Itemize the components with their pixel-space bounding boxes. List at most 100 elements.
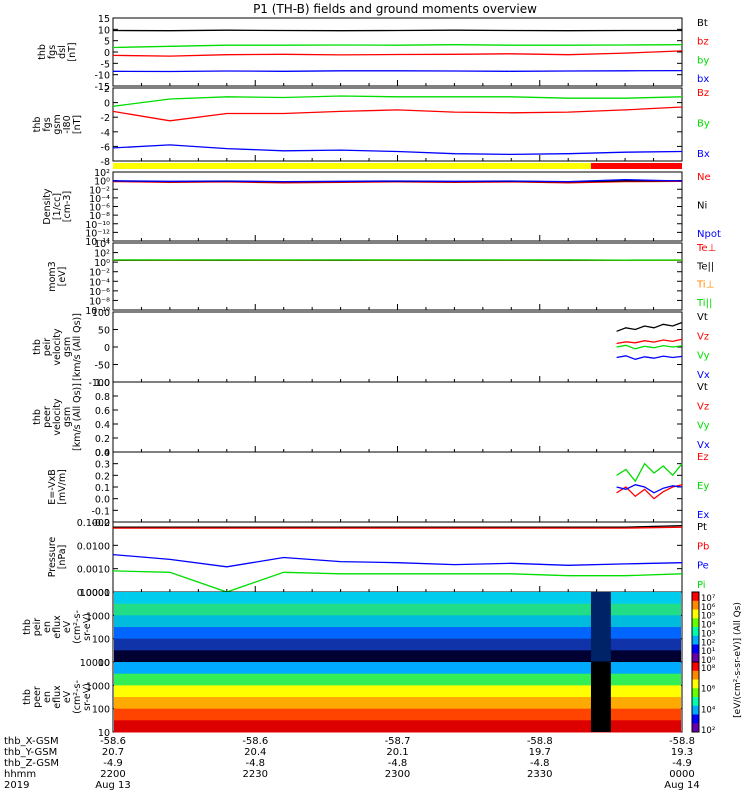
y-tick-label: 10² xyxy=(94,249,110,260)
spectrogram-band xyxy=(114,650,681,663)
y-tick-label: 10⁻¹² xyxy=(85,228,110,239)
colorbar-segment xyxy=(692,635,699,645)
series-line-Pb xyxy=(113,526,683,529)
legend-Pb: Pb xyxy=(697,541,709,552)
y-axis-label: -I80 xyxy=(62,115,73,133)
legend-Bx: Bx xyxy=(697,149,710,160)
y-axis-label: velocity xyxy=(52,328,63,366)
series-line-Vy xyxy=(616,344,683,350)
colorbar-segment xyxy=(692,609,699,619)
legend-Ez: Ez xyxy=(697,452,709,463)
y-tick-label: 1000 xyxy=(86,611,110,622)
axis-row-label: hhmm xyxy=(4,769,36,780)
y-tick-label: 0.2 xyxy=(95,471,110,482)
colorbar-segment xyxy=(692,679,699,689)
spectrogram-band xyxy=(114,720,681,733)
y-tick-label: -5 xyxy=(101,59,110,70)
mode-bar-red xyxy=(590,163,682,169)
y-tick-label: 10⁻¹⁴ xyxy=(85,237,110,248)
y-tick-label: -50 xyxy=(94,361,110,372)
panel-fgs-gsm: 2 0 -2 -4 -6 -8 thb fgs gsm -I80 [nT] Bz By Bx xyxy=(32,84,710,168)
axis-tick-value: -58.6 xyxy=(242,736,268,747)
y-tick-label: 0.0100 xyxy=(77,541,110,552)
legend-Ne: Ne xyxy=(697,172,711,183)
legend-Vy: Vy xyxy=(697,351,710,362)
y-tick-label: 100 xyxy=(92,308,110,319)
y-axis-label: thb xyxy=(32,117,43,133)
series-line-Vx xyxy=(616,355,683,360)
y-tick-label: 1.0 xyxy=(95,378,110,389)
colorbar-segment xyxy=(692,627,699,637)
axis-tick-value: 19.7 xyxy=(529,747,551,758)
panel-frame xyxy=(112,381,683,453)
y-axis-label: [km/s (All Qs)] xyxy=(72,313,83,381)
axis-tick-value: 20.7 xyxy=(102,747,124,758)
colorbar-tick-label: 10¹ xyxy=(701,647,715,657)
legend-Te||: Te|| xyxy=(696,261,714,272)
axis-tick-value: 2200 xyxy=(100,769,125,780)
y-tick-label: 10⁴ xyxy=(94,239,110,250)
y-tick-label: 0.0 xyxy=(95,448,110,459)
y-tick-label: 0.4 xyxy=(95,448,110,459)
y-tick-label: 10² xyxy=(94,168,110,179)
colorbar-segment xyxy=(692,723,699,733)
series-line-Ex xyxy=(616,484,683,494)
colorbar-tick-label: 10⁴ xyxy=(701,705,716,715)
legend-Vy: Vy xyxy=(697,421,710,432)
y-tick-label: 10⁻² xyxy=(89,268,110,279)
legend-Vx: Vx xyxy=(697,370,710,381)
y-tick-label: 0.1000 xyxy=(77,518,110,529)
y-tick-label: -8 xyxy=(101,157,110,168)
y-axis-label: [nT] xyxy=(67,42,78,61)
legend-Vt: Vt xyxy=(697,312,708,323)
panel-peer-velocity: 1.0 0.8 0.6 0.4 0.2 0.0 thb peer velocity gsm [km/… xyxy=(32,378,710,459)
legend-Pt: Pt xyxy=(697,522,707,533)
legend-By: By xyxy=(697,119,710,130)
axis-row-label: thb_Y-GSM xyxy=(4,747,57,758)
y-axis-label: gsm xyxy=(52,114,63,134)
y-tick-label: 10⁻⁴ xyxy=(89,194,110,205)
spectrogram-band xyxy=(114,697,681,710)
axis-tick-value: 2230 xyxy=(243,769,268,780)
axis-tick-value: -4.8 xyxy=(388,758,408,769)
axis-tick-value: -58.7 xyxy=(385,736,411,747)
y-axis-label: [1/cc] xyxy=(52,193,63,220)
y-tick-label: 5 xyxy=(104,37,110,48)
colorbar-tick-label: 10⁸ xyxy=(701,664,716,674)
colorbar-segment xyxy=(692,688,699,698)
y-axis-label: eflux xyxy=(52,685,63,709)
axis-tick-value: -4.8 xyxy=(530,758,550,769)
y-tick-label: 10⁻⁸ xyxy=(89,211,110,222)
panel-frame xyxy=(112,17,683,87)
axis-tick-value: 2300 xyxy=(385,769,410,780)
axis-tick-value: 2330 xyxy=(527,769,552,780)
series-line-Vt xyxy=(616,321,683,332)
legend-Vx: Vx xyxy=(697,440,710,451)
series-line-Pe xyxy=(112,553,683,568)
y-axis-label: thb xyxy=(22,619,33,635)
legend-Te⊥: Te⊥ xyxy=(696,243,716,254)
series-line-Pt xyxy=(113,524,683,528)
y-axis-label: sr-eV) xyxy=(82,683,93,711)
panel-frame xyxy=(112,311,683,383)
y-tick-label: 10000 xyxy=(80,588,110,599)
series-line-Npot xyxy=(112,179,683,183)
series-line-Pi xyxy=(112,570,683,593)
colorbar-tick-label: 10⁶ xyxy=(701,603,716,613)
y-axis-label: [eV] xyxy=(57,267,68,287)
y-tick-label: 10⁻⁶ xyxy=(89,287,110,298)
colorbar-tick-label: 10² xyxy=(701,726,715,736)
series-line-Ey xyxy=(616,462,683,483)
y-tick-label: 0.0001 xyxy=(77,588,110,599)
axis-row-label: thb_Z-GSM xyxy=(4,758,59,769)
plot-title: P1 (TH-B) fields and ground moments over… xyxy=(253,2,537,16)
y-axis-label: peir xyxy=(42,338,53,357)
y-axis-label: fgs xyxy=(42,117,53,131)
series-line-Ez xyxy=(616,484,683,500)
legend-bx: bx xyxy=(697,74,709,85)
spectrogram-band xyxy=(114,685,681,698)
